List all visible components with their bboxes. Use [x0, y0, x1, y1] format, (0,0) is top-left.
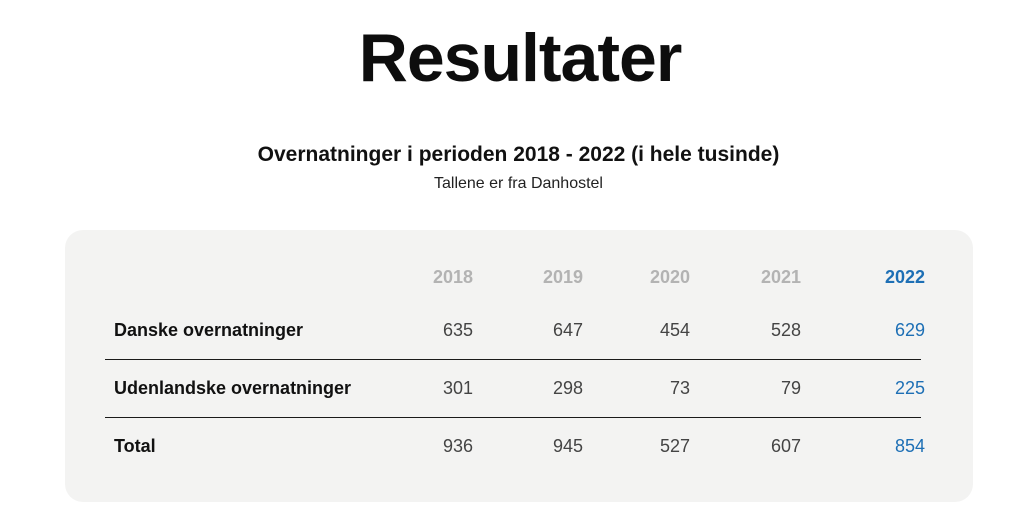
page-title: Resultater: [358, 20, 683, 96]
value-cell-current: 629: [801, 296, 925, 360]
value-cell-current: 854: [894, 435, 925, 456]
value-cell: 301: [375, 359, 473, 418]
value-cell: 936: [442, 436, 473, 456]
value-cell: 454: [583, 296, 690, 360]
value-cell: 79: [690, 359, 801, 418]
value-cell: 945: [552, 436, 583, 456]
year-header-2019: 2019: [542, 266, 583, 287]
table-header-row: 2018 2019 2020 2021 2022: [105, 258, 925, 296]
value-cell: 607: [770, 436, 801, 456]
year-header-2021: 2021: [760, 266, 801, 287]
row-label: Udenlandske overnatninger: [105, 359, 375, 418]
table-row-total: Total 936 945 527 607 854: [105, 418, 925, 476]
table-subheading: Tallene er fra Danhostel: [434, 175, 603, 192]
header-empty-cell: [105, 258, 375, 296]
year-header-2022: 2022: [884, 266, 925, 287]
value-cell: 527: [659, 436, 690, 456]
value-cell: 528: [690, 296, 801, 360]
value-cell: 635: [375, 296, 473, 360]
row-label: Total: [114, 436, 156, 456]
value-cell: 647: [473, 296, 583, 360]
value-cell-current: 225: [801, 360, 925, 418]
table-row-udenlandske: Udenlandske overnatninger 301 298 73 79 …: [105, 359, 925, 418]
value-cell: 298: [473, 359, 583, 418]
results-card: 2018 2019 2020 2021 2022 Danske overnatn…: [65, 230, 973, 502]
results-table: 2018 2019 2020 2021 2022 Danske overnatn…: [105, 258, 925, 475]
table-row-danske: Danske overnatninger 635 647 454 528 629: [105, 296, 925, 360]
row-label: Danske overnatninger: [105, 296, 375, 360]
year-header-2018: 2018: [432, 266, 473, 287]
table-heading: Overnatninger i perioden 2018 - 2022 (i …: [257, 143, 780, 166]
value-cell: 73: [583, 359, 690, 418]
year-header-2020: 2020: [649, 266, 690, 287]
